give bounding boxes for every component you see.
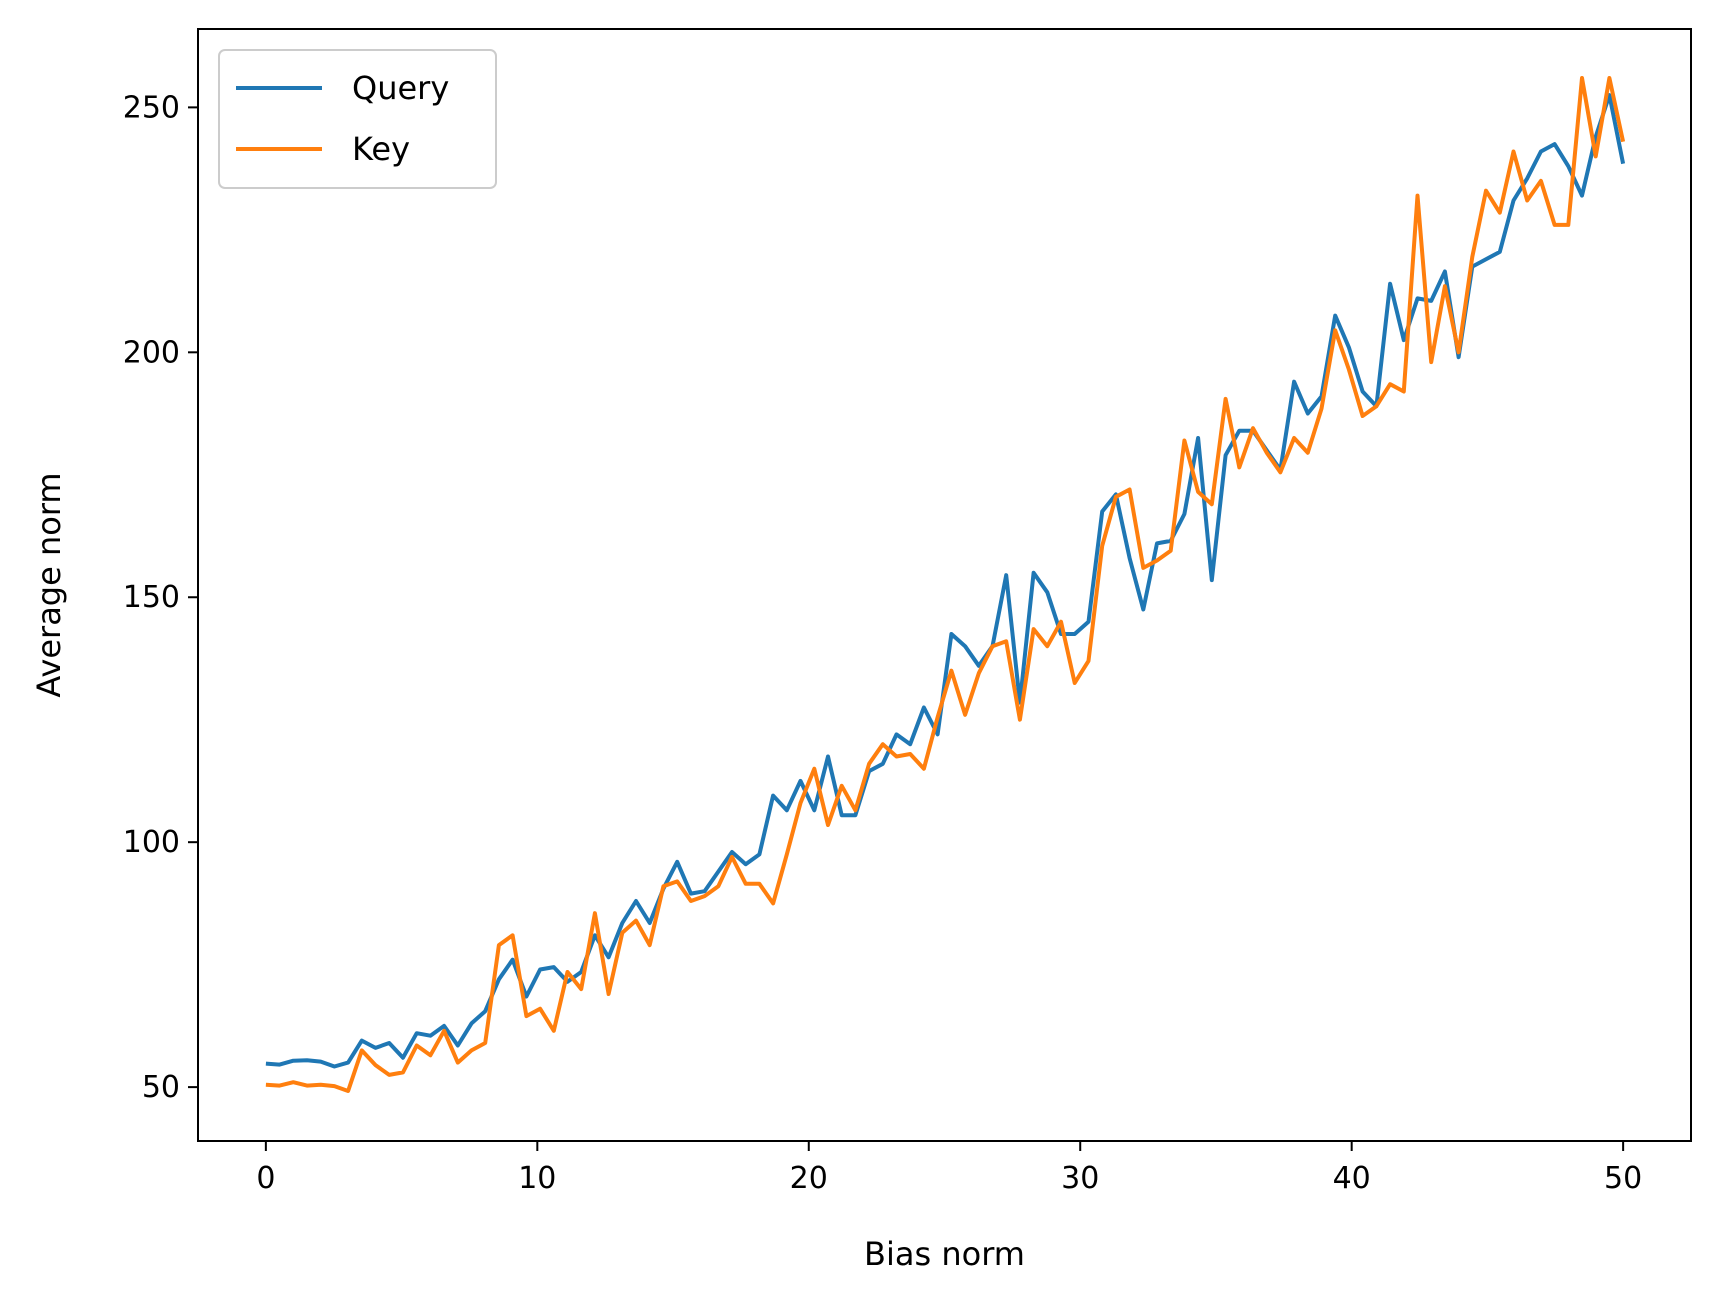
y-tick-label: 250 xyxy=(123,90,180,125)
legend-label-query: Query xyxy=(352,69,449,107)
y-axis-label: Average norm xyxy=(30,472,68,697)
x-tick-label: 50 xyxy=(1604,1161,1642,1196)
x-tick-label: 0 xyxy=(256,1161,275,1196)
y-tick-label: 150 xyxy=(123,580,180,615)
x-tick-label: 40 xyxy=(1333,1161,1371,1196)
x-tick-label: 30 xyxy=(1061,1161,1099,1196)
legend: Query Key xyxy=(218,49,497,189)
x-axis-label: Bias norm xyxy=(864,1235,1025,1273)
x-axis: 0 10 20 30 40 50 xyxy=(256,1141,1642,1196)
x-tick-label: 10 xyxy=(518,1161,556,1196)
series-layer xyxy=(265,76,1626,1093)
y-axis: 50 100 150 200 250 xyxy=(123,90,198,1105)
x-tick-label: 20 xyxy=(790,1161,828,1196)
legend-box xyxy=(218,49,497,189)
axes-frame xyxy=(197,28,1692,1142)
legend-label-key: Key xyxy=(352,130,410,168)
y-tick-label: 200 xyxy=(123,335,180,370)
series-line-key xyxy=(265,76,1626,1093)
y-tick-label: 100 xyxy=(123,825,180,860)
y-tick-label: 50 xyxy=(142,1070,180,1105)
